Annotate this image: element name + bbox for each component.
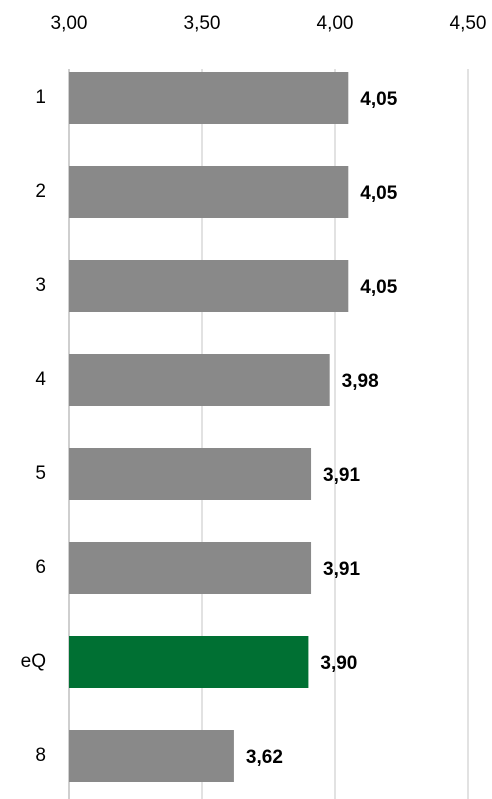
bar <box>69 542 312 594</box>
y-tick-label: 1 <box>35 87 46 108</box>
value-label: 3,91 <box>323 465 360 486</box>
x-tick-label: 3,00 <box>51 13 88 34</box>
y-tick-label: 8 <box>35 745 46 766</box>
bar <box>69 354 330 406</box>
y-tick-label: 5 <box>35 463 46 484</box>
value-label: 3,91 <box>323 559 360 580</box>
y-tick-label: 2 <box>35 181 46 202</box>
bar <box>69 260 349 312</box>
y-tick-label: eQ <box>21 651 46 672</box>
x-tick-label: 3,50 <box>184 13 221 34</box>
value-label: 4,05 <box>360 183 397 204</box>
value-label: 3,62 <box>246 747 283 768</box>
y-tick-label: 4 <box>35 369 46 390</box>
y-tick-label: 3 <box>35 275 46 296</box>
value-label: 3,98 <box>342 371 379 392</box>
bar <box>69 448 312 500</box>
value-label: 4,05 <box>360 277 397 298</box>
bar <box>69 730 234 782</box>
bar <box>69 636 309 688</box>
value-label: 3,90 <box>320 653 357 674</box>
bar <box>69 72 349 124</box>
y-tick-label: 6 <box>35 557 46 578</box>
x-tick-label: 4,00 <box>317 13 354 34</box>
x-tick-label: 4,50 <box>450 13 487 34</box>
bar <box>69 166 349 218</box>
value-label: 4,05 <box>360 89 397 110</box>
